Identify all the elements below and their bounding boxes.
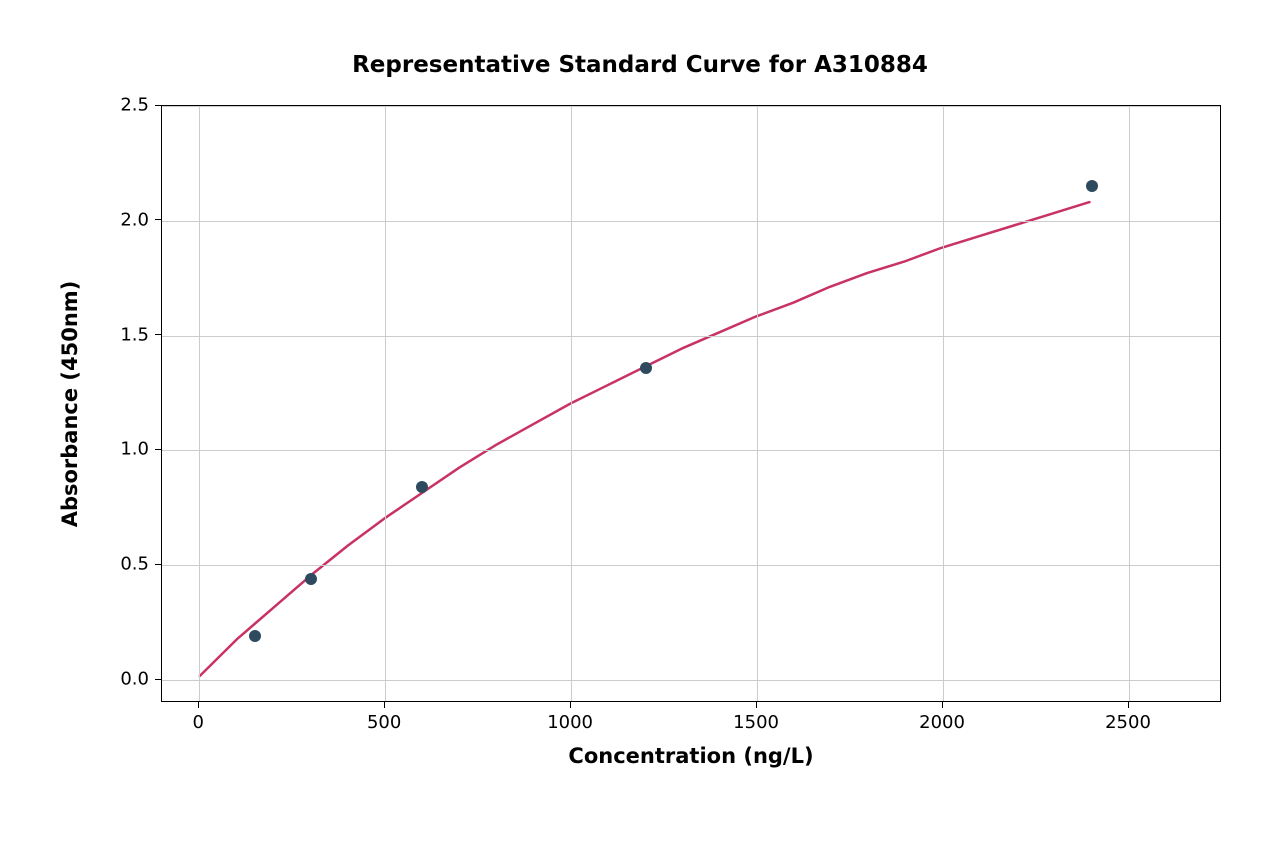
y-tick-label: 1.5 (120, 324, 149, 345)
chart-container: Representative Standard Curve for A31088… (0, 0, 1280, 845)
x-tick-label: 1000 (547, 712, 593, 733)
plot-area (161, 105, 1221, 702)
x-tick-mark (198, 702, 199, 708)
x-tick-label: 2000 (919, 712, 965, 733)
x-tick-label: 2500 (1105, 712, 1151, 733)
x-tick-label: 1500 (733, 712, 779, 733)
gridline-vertical (571, 106, 572, 701)
y-tick-mark (155, 679, 161, 680)
gridline-vertical (199, 106, 200, 701)
chart-title: Representative Standard Curve for A31088… (352, 52, 928, 78)
y-tick-mark (155, 105, 161, 106)
scatter-point (416, 481, 428, 493)
x-tick-label: 0 (192, 712, 203, 733)
y-tick-label: 0.0 (120, 669, 149, 690)
y-tick-label: 0.5 (120, 554, 149, 575)
curve-line (162, 106, 1220, 701)
gridline-vertical (385, 106, 386, 701)
y-tick-label: 2.0 (120, 209, 149, 230)
y-tick-mark (155, 219, 161, 220)
x-tick-mark (384, 702, 385, 708)
gridline-vertical (943, 106, 944, 701)
gridline-vertical (757, 106, 758, 701)
scatter-point (640, 362, 652, 374)
x-tick-mark (1128, 702, 1129, 708)
x-tick-label: 500 (367, 712, 401, 733)
x-tick-mark (756, 702, 757, 708)
scatter-point (305, 573, 317, 585)
x-axis-label: Concentration (ng/L) (568, 744, 813, 768)
gridline-horizontal (162, 221, 1220, 222)
x-tick-mark (942, 702, 943, 708)
y-tick-mark (155, 334, 161, 335)
gridline-horizontal (162, 680, 1220, 681)
x-tick-mark (570, 702, 571, 708)
gridline-horizontal (162, 450, 1220, 451)
gridline-vertical (1129, 106, 1130, 701)
y-tick-label: 2.5 (120, 95, 149, 116)
y-tick-mark (155, 564, 161, 565)
gridline-horizontal (162, 336, 1220, 337)
y-tick-label: 1.0 (120, 439, 149, 460)
scatter-point (249, 630, 261, 642)
gridline-horizontal (162, 565, 1220, 566)
scatter-point (1086, 180, 1098, 192)
y-axis-label: Absorbance (450nm) (58, 280, 82, 527)
y-tick-mark (155, 449, 161, 450)
gridline-horizontal (162, 106, 1220, 107)
